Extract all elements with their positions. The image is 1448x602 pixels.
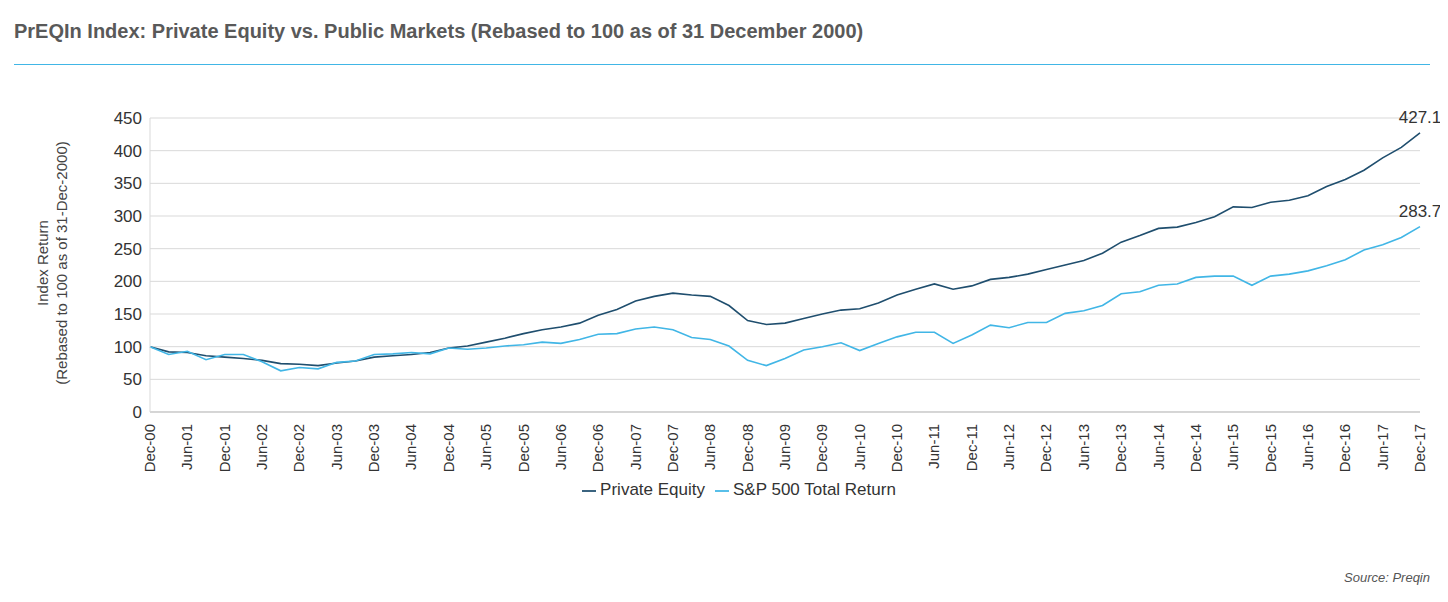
svg-text:Jun-05: Jun-05 [477, 424, 494, 470]
html-text:Index Return: Index Return [34, 220, 51, 306]
svg-text:350: 350 [114, 174, 142, 193]
svg-text:250: 250 [114, 240, 142, 259]
svg-text:Jun-12: Jun-12 [1000, 424, 1017, 470]
svg-text:Dec-13: Dec-13 [1112, 424, 1129, 472]
html-text:(Rebased to 100 as of 31-Dec-2: (Rebased to 100 as of 31-Dec-2000) [53, 141, 70, 385]
html-text:Source: Preqin: Source: Preqin [1344, 570, 1430, 585]
svg-text:Jun-07: Jun-07 [627, 424, 644, 470]
svg-text:Jun-10: Jun-10 [851, 424, 868, 470]
svg-text:Jun-17: Jun-17 [1374, 424, 1391, 470]
svg-text:Dec-07: Dec-07 [664, 424, 681, 472]
svg-text:100: 100 [114, 338, 142, 357]
svg-text:Jun-02: Jun-02 [253, 424, 270, 470]
svg-text:Jun-03: Jun-03 [328, 424, 345, 470]
svg-text:Dec-06: Dec-06 [589, 424, 606, 472]
svg-text:Dec-08: Dec-08 [739, 424, 756, 472]
svg-text:400: 400 [114, 142, 142, 161]
svg-text:Dec-05: Dec-05 [515, 424, 532, 472]
svg-text:Dec-10: Dec-10 [888, 424, 905, 472]
html-text:S&P 500 Total Return: S&P 500 Total Return [733, 480, 896, 499]
svg-text:450: 450 [114, 109, 142, 128]
svg-text:Dec-09: Dec-09 [813, 424, 830, 472]
svg-text:Jun-01: Jun-01 [178, 424, 195, 470]
svg-text:0: 0 [133, 403, 142, 422]
svg-text:Jun-06: Jun-06 [552, 424, 569, 470]
svg-text:Jun-14: Jun-14 [1150, 424, 1167, 470]
svg-text:Dec-00: Dec-00 [141, 424, 158, 472]
svg-text:Dec-15: Dec-15 [1262, 424, 1279, 472]
svg-text:283.7: 283.7 [1399, 202, 1440, 221]
svg-text:150: 150 [114, 305, 142, 324]
svg-text:Jun-16: Jun-16 [1299, 424, 1316, 470]
svg-text:Dec-03: Dec-03 [365, 424, 382, 472]
svg-text:Dec-12: Dec-12 [1037, 424, 1054, 472]
svg-text:Jun-09: Jun-09 [776, 424, 793, 470]
svg-text:Dec-17: Dec-17 [1411, 424, 1428, 472]
svg-text:Dec-16: Dec-16 [1336, 424, 1353, 472]
svg-text:Dec-14: Dec-14 [1187, 424, 1204, 472]
svg-text:Dec-11: Dec-11 [963, 424, 980, 471]
svg-text:Jun-11: Jun-11 [925, 424, 942, 469]
svg-text:Jun-08: Jun-08 [701, 424, 718, 470]
svg-text:300: 300 [114, 207, 142, 226]
svg-text:200: 200 [114, 272, 142, 291]
svg-text:Jun-13: Jun-13 [1075, 424, 1092, 470]
svg-text:Dec-04: Dec-04 [440, 424, 457, 472]
svg-text:Jun-04: Jun-04 [402, 424, 419, 470]
svg-text:50: 50 [123, 370, 142, 389]
svg-text:Jun-15: Jun-15 [1224, 424, 1241, 470]
svg-text:427.1: 427.1 [1399, 108, 1440, 127]
svg-text:Dec-02: Dec-02 [290, 424, 307, 472]
svg-text:Dec-01: Dec-01 [216, 424, 233, 472]
html-text:Private Equity: Private Equity [600, 480, 705, 499]
html-text:PrEQIn Index: Private Equity v: PrEQIn Index: Private Equity vs. Public … [14, 20, 864, 42]
